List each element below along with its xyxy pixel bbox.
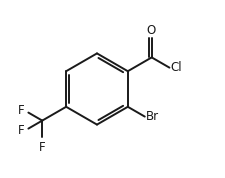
Text: O: O xyxy=(145,24,155,37)
Text: Br: Br xyxy=(145,110,158,123)
Text: Cl: Cl xyxy=(170,61,182,74)
Text: F: F xyxy=(18,104,25,117)
Text: F: F xyxy=(18,124,25,137)
Text: F: F xyxy=(39,141,45,154)
